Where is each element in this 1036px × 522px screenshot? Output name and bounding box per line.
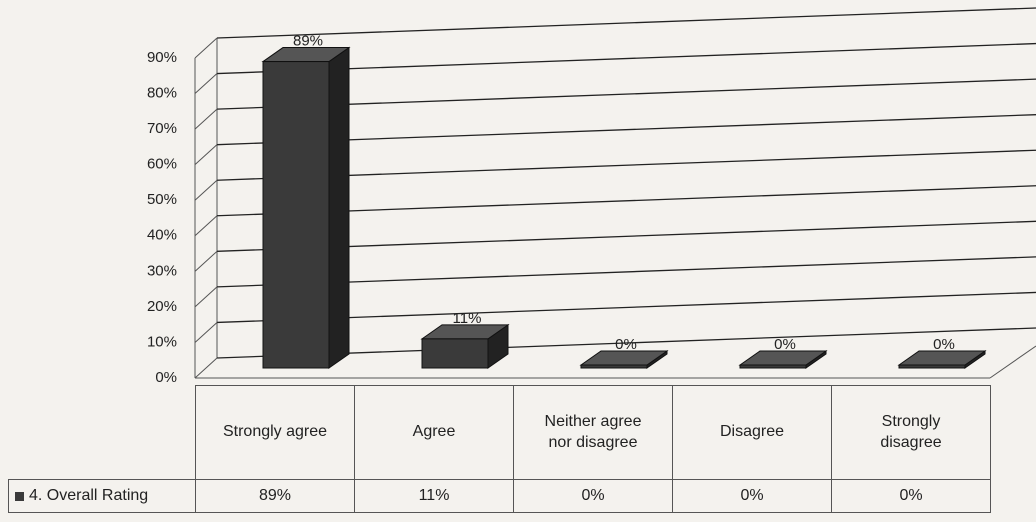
grid-side xyxy=(194,144,218,166)
grid-side xyxy=(194,250,218,272)
y-tick-label: 90% xyxy=(147,49,177,66)
category-cell: Agree xyxy=(354,385,514,480)
category-cell-text: Strongly agree xyxy=(222,423,328,441)
category-cell: Disagree xyxy=(672,385,832,480)
y-tick-label: 0% xyxy=(155,369,177,386)
bar-side xyxy=(328,46,350,369)
bar xyxy=(739,364,807,369)
table-value: 0% xyxy=(672,479,832,513)
bar xyxy=(421,338,489,369)
grid-side xyxy=(194,179,218,201)
grid-side xyxy=(194,357,218,379)
data-label: 0% xyxy=(933,336,955,353)
table-value: 0% xyxy=(513,479,673,513)
data-label: 11% xyxy=(453,310,482,327)
grid-side xyxy=(194,73,218,94)
table-value: 89% xyxy=(195,479,355,513)
grid-line xyxy=(216,185,1036,217)
category-cell-text: Disagree xyxy=(719,423,785,441)
y-tick-label: 80% xyxy=(147,85,177,102)
bar xyxy=(898,364,966,369)
legend-cell: 4. Overall Rating xyxy=(8,479,196,513)
data-label: 0% xyxy=(615,336,637,353)
category-cell-text: Strongly disagree xyxy=(880,412,942,451)
grid-side xyxy=(194,37,218,59)
category-cell-text: Agree xyxy=(412,423,456,441)
grid-line xyxy=(216,327,1036,359)
y-tick-label: 50% xyxy=(147,191,177,208)
table-value-text: 0% xyxy=(899,486,923,504)
floor-edge xyxy=(989,345,1036,379)
grid-line xyxy=(216,114,1036,146)
bar xyxy=(580,364,648,369)
table-value-text: 11% xyxy=(418,486,450,504)
grid-line xyxy=(216,291,1036,324)
category-cell: Strongly agree xyxy=(195,385,355,480)
data-label: 89% xyxy=(293,33,323,50)
category-cell-text: Neither agree nor disagree xyxy=(544,412,642,451)
grid-line xyxy=(216,42,1036,75)
grid-line xyxy=(216,78,1036,110)
y-tick-label: 40% xyxy=(147,227,177,244)
y-tick-label: 30% xyxy=(147,262,177,279)
table-value-text: 0% xyxy=(581,486,605,504)
grid-line xyxy=(216,256,1036,288)
grid-side xyxy=(194,108,218,130)
table-value-text: 89% xyxy=(258,486,292,504)
grid-line xyxy=(216,149,1036,181)
category-cell: Strongly disagree xyxy=(831,385,991,480)
grid-side xyxy=(194,215,218,237)
table-value: 11% xyxy=(354,479,514,513)
grid-line xyxy=(216,220,1036,252)
grid-side xyxy=(194,286,218,308)
table-value: 0% xyxy=(831,479,991,513)
data-label: 0% xyxy=(774,336,796,353)
y-tick-label: 20% xyxy=(147,298,177,315)
grid-side xyxy=(194,322,218,343)
category-cell: Neither agree nor disagree xyxy=(513,385,673,480)
grid-line xyxy=(216,7,1036,39)
legend-swatch xyxy=(15,491,24,501)
table-value-text: 0% xyxy=(740,486,764,504)
y-tick-label: 10% xyxy=(147,333,177,350)
bar xyxy=(262,61,330,369)
y-tick-label: 60% xyxy=(147,156,177,173)
legend-label: 4. Overall Rating xyxy=(29,486,149,504)
y-tick-label: 70% xyxy=(147,120,177,137)
